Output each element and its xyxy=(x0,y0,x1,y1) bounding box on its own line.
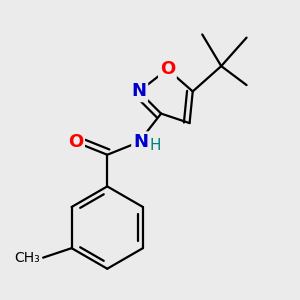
Text: N: N xyxy=(131,82,146,100)
Text: H: H xyxy=(149,138,160,153)
Text: O: O xyxy=(68,133,83,151)
Text: O: O xyxy=(160,60,175,78)
Text: N: N xyxy=(133,133,148,151)
Text: CH₃: CH₃ xyxy=(14,250,40,265)
